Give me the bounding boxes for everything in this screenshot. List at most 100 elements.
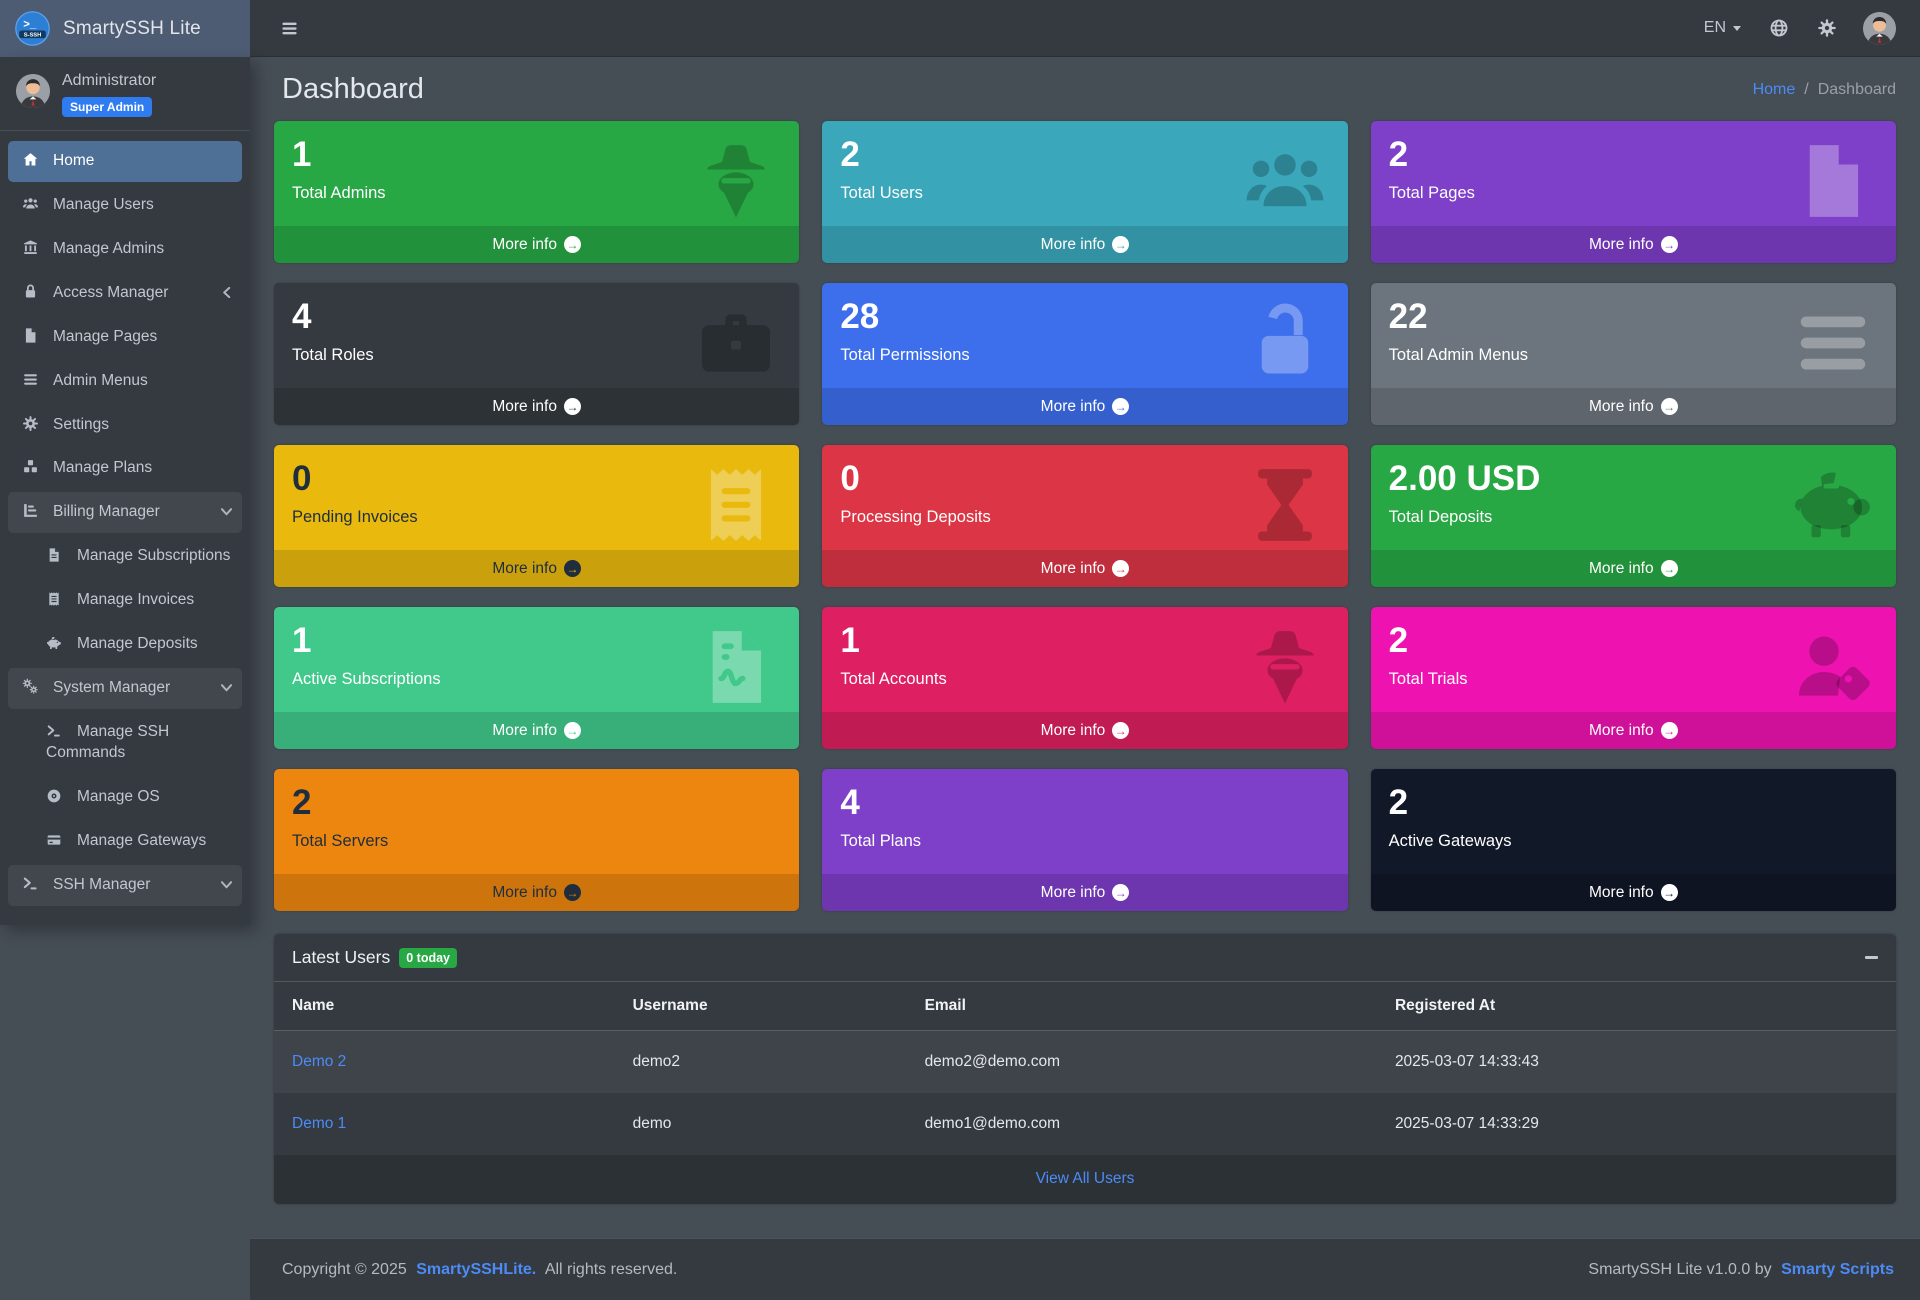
user-name[interactable]: Administrator — [62, 72, 157, 89]
more-info-link[interactable]: More info — [822, 712, 1348, 749]
sidebar-item-admin-menus[interactable]: Admin Menus — [8, 361, 242, 402]
stat-value: 28 — [840, 297, 880, 336]
more-info-link[interactable]: More info — [822, 874, 1348, 911]
stat-card-total-permissions: 28 Total Permissions More info — [822, 283, 1348, 425]
more-info-link[interactable]: More info — [1370, 226, 1896, 263]
more-info-link[interactable]: More info — [822, 388, 1348, 425]
more-info-link[interactable]: More info — [1370, 712, 1896, 749]
sidebar-toggle-button[interactable] — [280, 11, 313, 46]
stat-label: Total Pages — [1388, 184, 1475, 203]
footer-brand-link[interactable]: SmartySSHLite. — [416, 1260, 537, 1278]
language-dropdown[interactable]: EN — [1690, 11, 1755, 45]
page-footer: Copyright © 2025 SmartySSHLite. All righ… — [250, 1238, 1920, 1300]
stat-value: 0 — [292, 459, 312, 498]
more-info-link[interactable]: More info — [1370, 874, 1896, 911]
sidebar-item-system-manager[interactable]: System Manager — [8, 668, 242, 709]
sidebar-item-billing-manager[interactable]: Billing Manager — [8, 492, 242, 534]
bars-icon — [1790, 300, 1876, 386]
more-info-link[interactable]: More info — [274, 226, 800, 263]
chevron-down-icon — [221, 682, 232, 693]
user-name-link[interactable]: Demo 1 — [292, 1114, 347, 1132]
arrow-circle-right-icon — [1112, 722, 1130, 739]
stat-value: 0 — [840, 459, 860, 498]
content-header: Dashboard Home / Dashboard — [266, 57, 1904, 121]
stat-label: Total Deposits — [1388, 508, 1493, 527]
stat-card-total-deposits: 2.00 USD Total Deposits More info — [1370, 445, 1896, 587]
more-info-link[interactable]: More info — [822, 226, 1348, 263]
version-text: SmartySSH Lite v1.0.0 by Smarty Scripts — [1588, 1260, 1894, 1278]
app-title: SmartySSH Lite — [63, 17, 201, 39]
app-logo-icon: >_ S-SSH — [15, 11, 50, 46]
top-navbar: EN — [250, 0, 1920, 57]
more-info-link[interactable]: More info — [274, 712, 800, 749]
stat-label: Processing Deposits — [840, 508, 991, 527]
chevron-down-icon — [221, 879, 232, 890]
username-cell: demo2 — [632, 1052, 681, 1070]
stat-card-total-admins: 1 Total Admins More info — [274, 121, 800, 263]
sidebar-item-manage-ssh-commands[interactable]: Manage SSH Commands — [46, 722, 170, 761]
arrow-circle-right-icon — [1660, 398, 1678, 415]
stat-value: 2 — [1388, 621, 1409, 660]
file-waveform-icon — [693, 624, 779, 710]
column-header-username: Username — [614, 982, 907, 1031]
stat-value: 2.00 USD — [1388, 459, 1541, 498]
stat-label: Total Trials — [1388, 670, 1468, 689]
sidebar-item-ssh-manager[interactable]: SSH Manager — [8, 864, 242, 906]
sidebar-item-settings[interactable]: Settings — [8, 405, 242, 446]
more-info-link[interactable]: More info — [274, 874, 800, 911]
more-info-link[interactable]: More info — [1370, 550, 1896, 587]
stat-card-total-accounts: 1 Total Accounts More info — [822, 607, 1348, 749]
sidebar-item-manage-pages[interactable]: Manage Pages — [8, 317, 242, 358]
table-header-row: Name Username Email Registered At — [274, 982, 1896, 1031]
sidebar-item-manage-deposits[interactable]: Manage Deposits — [8, 624, 242, 665]
user-avatar[interactable] — [1863, 11, 1896, 45]
user-name-link[interactable]: Demo 2 — [292, 1052, 347, 1070]
settings-button[interactable] — [1803, 10, 1851, 46]
stat-value: 22 — [1388, 297, 1428, 336]
stat-card-total-admin-menus: 22 Total Admin Menus More info — [1370, 283, 1896, 425]
sidebar-item-manage-subscriptions[interactable]: Manage Subscriptions — [8, 536, 242, 577]
stats-grid: 1 Total Admins More info 2 Total Users M… — [266, 121, 1904, 911]
sidebar-item-manage-users[interactable]: Manage Users — [8, 185, 242, 226]
avatar-image — [16, 74, 50, 108]
breadcrumb-home-link[interactable]: Home — [1752, 80, 1796, 98]
more-info-link[interactable]: More info — [822, 550, 1348, 587]
stat-value: 1 — [292, 135, 312, 174]
more-info-link[interactable]: More info — [274, 388, 800, 425]
chevron-down-icon — [221, 506, 232, 517]
more-info-link[interactable]: More info — [1370, 388, 1896, 425]
sidebar-item-manage-os[interactable]: Manage OS — [8, 777, 242, 818]
stat-card-total-plans: 4 Total Plans More info — [822, 769, 1348, 911]
column-header-name: Name — [274, 982, 615, 1031]
stat-card-pending-invoices: 0 Pending Invoices More info — [274, 445, 800, 587]
latest-users-card: Latest Users 0 today Name Username Email… — [274, 934, 1896, 1204]
home-icon — [22, 151, 44, 168]
breadcrumb: Home / Dashboard — [1753, 81, 1896, 99]
sidebar-item-manage-invoices[interactable]: Manage Invoices — [8, 580, 242, 621]
card-header: Latest Users 0 today — [274, 934, 1896, 982]
sidebar-item-access-manager[interactable]: Access Manager — [8, 273, 242, 314]
sidebar-item-manage-plans[interactable]: Manage Plans — [8, 448, 242, 489]
view-all-users-link[interactable]: View All Users — [1035, 1169, 1135, 1187]
stat-value: 1 — [840, 621, 860, 660]
arrow-circle-right-icon — [1660, 560, 1678, 577]
sidebar-item-manage-admins[interactable]: Manage Admins — [8, 229, 242, 270]
stat-card-active-subscriptions: 1 Active Subscriptions More info — [274, 607, 800, 749]
chart-bar-icon — [22, 502, 44, 519]
registered-at-cell: 2025-03-07 14:33:43 — [1394, 1052, 1539, 1070]
collapse-card-button[interactable] — [1865, 956, 1878, 959]
sidebar-item-manage-gateways[interactable]: Manage Gateways — [8, 821, 242, 862]
sidebar-avatar[interactable] — [16, 74, 50, 108]
vendor-link[interactable]: Smarty Scripts — [1781, 1260, 1894, 1278]
brand-header[interactable]: >_ S-SSH SmartySSH Lite — [0, 0, 250, 57]
site-link-button[interactable] — [1755, 10, 1803, 46]
stat-value: 4 — [840, 783, 860, 822]
piggy-bank-icon — [46, 635, 68, 652]
stat-value: 2 — [1388, 783, 1409, 822]
stat-card-active-gateways: 2 Active Gateways More info — [1370, 769, 1896, 911]
sidebar-item-home[interactable]: Home — [8, 141, 242, 182]
user-tag-icon — [1790, 624, 1876, 710]
users-icon — [22, 195, 44, 212]
stat-value: 4 — [292, 297, 312, 336]
more-info-link[interactable]: More info — [274, 550, 800, 587]
